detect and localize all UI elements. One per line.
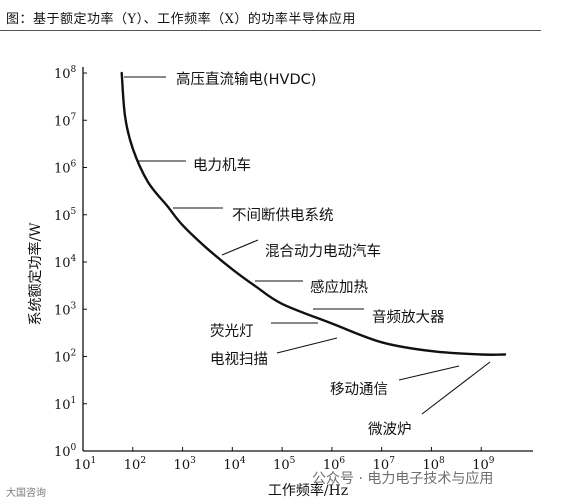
page-caption: 图：基于额定功率（Y）、工作频率（X）的功率半导体应用 <box>6 12 356 27</box>
annotation-leader-3 <box>221 239 259 256</box>
annotation-label-6: 荧光灯 <box>210 323 254 340</box>
annotation-leader-7 <box>276 337 338 354</box>
annotation-leader-8 <box>398 365 460 381</box>
annotation-label-1: 电力机车 <box>193 157 251 174</box>
y-tick-label-1: 101 <box>54 396 76 413</box>
y-tick-label-7: 107 <box>54 112 77 129</box>
application-curve <box>120 71 507 356</box>
watermark: 公众号 · 电力电子技术与应用 <box>312 471 494 487</box>
annotation-label-8: 移动通信 <box>330 381 388 398</box>
curve-layer <box>120 71 507 356</box>
caption-divider <box>0 30 541 31</box>
y-tick-label-8: 108 <box>54 65 77 82</box>
annotation-label-7: 电视扫描 <box>210 351 268 368</box>
y-tick-label-3: 103 <box>54 301 77 318</box>
x-tick-label-2: 103 <box>174 456 197 473</box>
y-tick-label-2: 102 <box>54 349 76 366</box>
annotation-label-0: 高压直流输电(HVDC) <box>176 71 316 88</box>
annotation-label-9: 微波炉 <box>368 421 412 438</box>
watermark-small: 大国咨询 <box>6 488 46 499</box>
annotation-label-5: 音频放大器 <box>372 309 445 326</box>
annotation-label-2: 不间断供电系统 <box>232 207 334 224</box>
y-tick-label-5: 105 <box>54 207 77 224</box>
x-axis-title: 工作频率/Hz <box>268 482 348 499</box>
y-axis-title: 系统额定功率/W <box>27 222 44 326</box>
x-tick-label-0: 101 <box>74 456 96 473</box>
annotation-label-4: 感应加热 <box>310 278 368 296</box>
x-tick-label-4: 105 <box>273 456 296 473</box>
plot-area: 101 102 103 104 105 106 107 108 1091001011021031… <box>27 65 533 499</box>
annotation-layer: 高压直流输电(HVDC) 电力机车不间断供电系统混合动力电动汽车感应加热音频放大器… <box>124 71 491 438</box>
y-tick-label-6: 106 <box>54 160 77 177</box>
y-tick-label-4: 104 <box>54 254 77 271</box>
annotation-leader-9 <box>421 361 491 415</box>
annotation-label-3: 混合动力电动汽车 <box>265 243 381 260</box>
x-tick-label-3: 104 <box>223 456 246 473</box>
x-tick-label-1: 102 <box>124 456 146 473</box>
